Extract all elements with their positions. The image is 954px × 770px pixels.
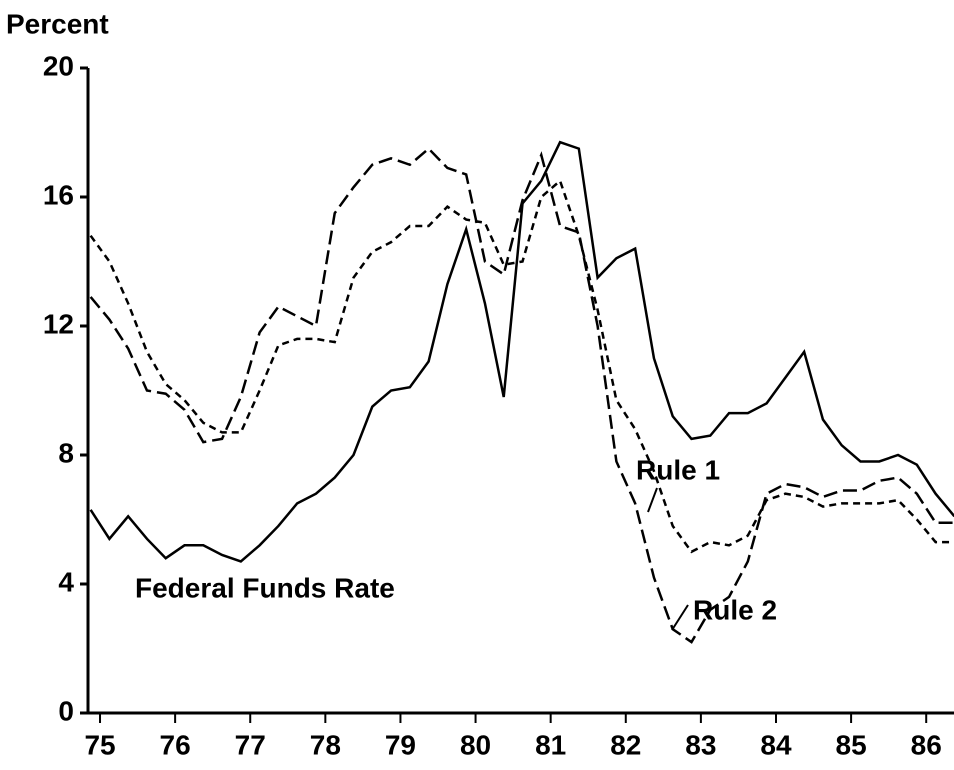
- x-tick-label: 84: [760, 729, 792, 760]
- y-tick-label: 12: [43, 308, 74, 339]
- x-tick-label: 86: [911, 729, 942, 760]
- line-series: [89, 178, 954, 554]
- line-series: [89, 146, 954, 644]
- x-tick-label: 85: [836, 729, 867, 760]
- x-tick-label: 79: [385, 729, 416, 760]
- annotation-pointer: [671, 604, 689, 631]
- y-tick-label: 4: [58, 566, 74, 597]
- x-tick-label: 83: [685, 729, 716, 760]
- x-tick-label: 81: [535, 729, 566, 760]
- x-tick-label: 82: [610, 729, 641, 760]
- annotation: Federal Funds Rate: [135, 572, 395, 603]
- y-tick-label: 16: [43, 179, 74, 210]
- x-tick-label: 75: [84, 729, 115, 760]
- x-tick-label: 77: [235, 729, 266, 760]
- annotation: Rule 2: [693, 594, 777, 625]
- x-tick-label: 78: [310, 729, 341, 760]
- y-tick-label: 0: [58, 695, 74, 726]
- x-tick-label: 76: [160, 729, 191, 760]
- x-tick-label: 80: [460, 729, 491, 760]
- y-axis-label: Percent: [6, 8, 109, 39]
- y-tick-label: 20: [43, 50, 74, 81]
- annotation-pointer: [647, 487, 658, 513]
- y-tick-label: 8: [58, 437, 74, 468]
